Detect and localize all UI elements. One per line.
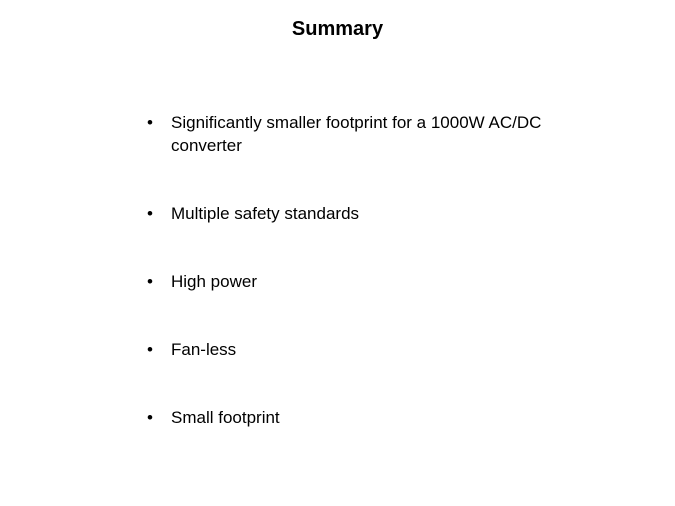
list-item-text: Multiple safety standards	[171, 203, 565, 226]
list-item: • Multiple safety standards	[145, 203, 565, 226]
list-item: • High power	[145, 271, 565, 294]
list-item-text: Small footprint	[171, 407, 565, 430]
list-item-text: High power	[171, 271, 565, 294]
list-item: • Fan-less	[145, 339, 565, 362]
list-item-text: Fan-less	[171, 339, 565, 362]
page-title: Summary	[0, 18, 675, 41]
bullet-icon: •	[145, 339, 171, 362]
bullet-icon: •	[145, 271, 171, 294]
bullet-icon: •	[145, 112, 171, 135]
bullet-list: • Significantly smaller footprint for a …	[145, 112, 565, 475]
bullet-icon: •	[145, 407, 171, 430]
bullet-icon: •	[145, 203, 171, 226]
list-item: • Significantly smaller footprint for a …	[145, 112, 565, 158]
list-item: • Small footprint	[145, 407, 565, 430]
list-item-text: Significantly smaller footprint for a 10…	[171, 112, 565, 158]
